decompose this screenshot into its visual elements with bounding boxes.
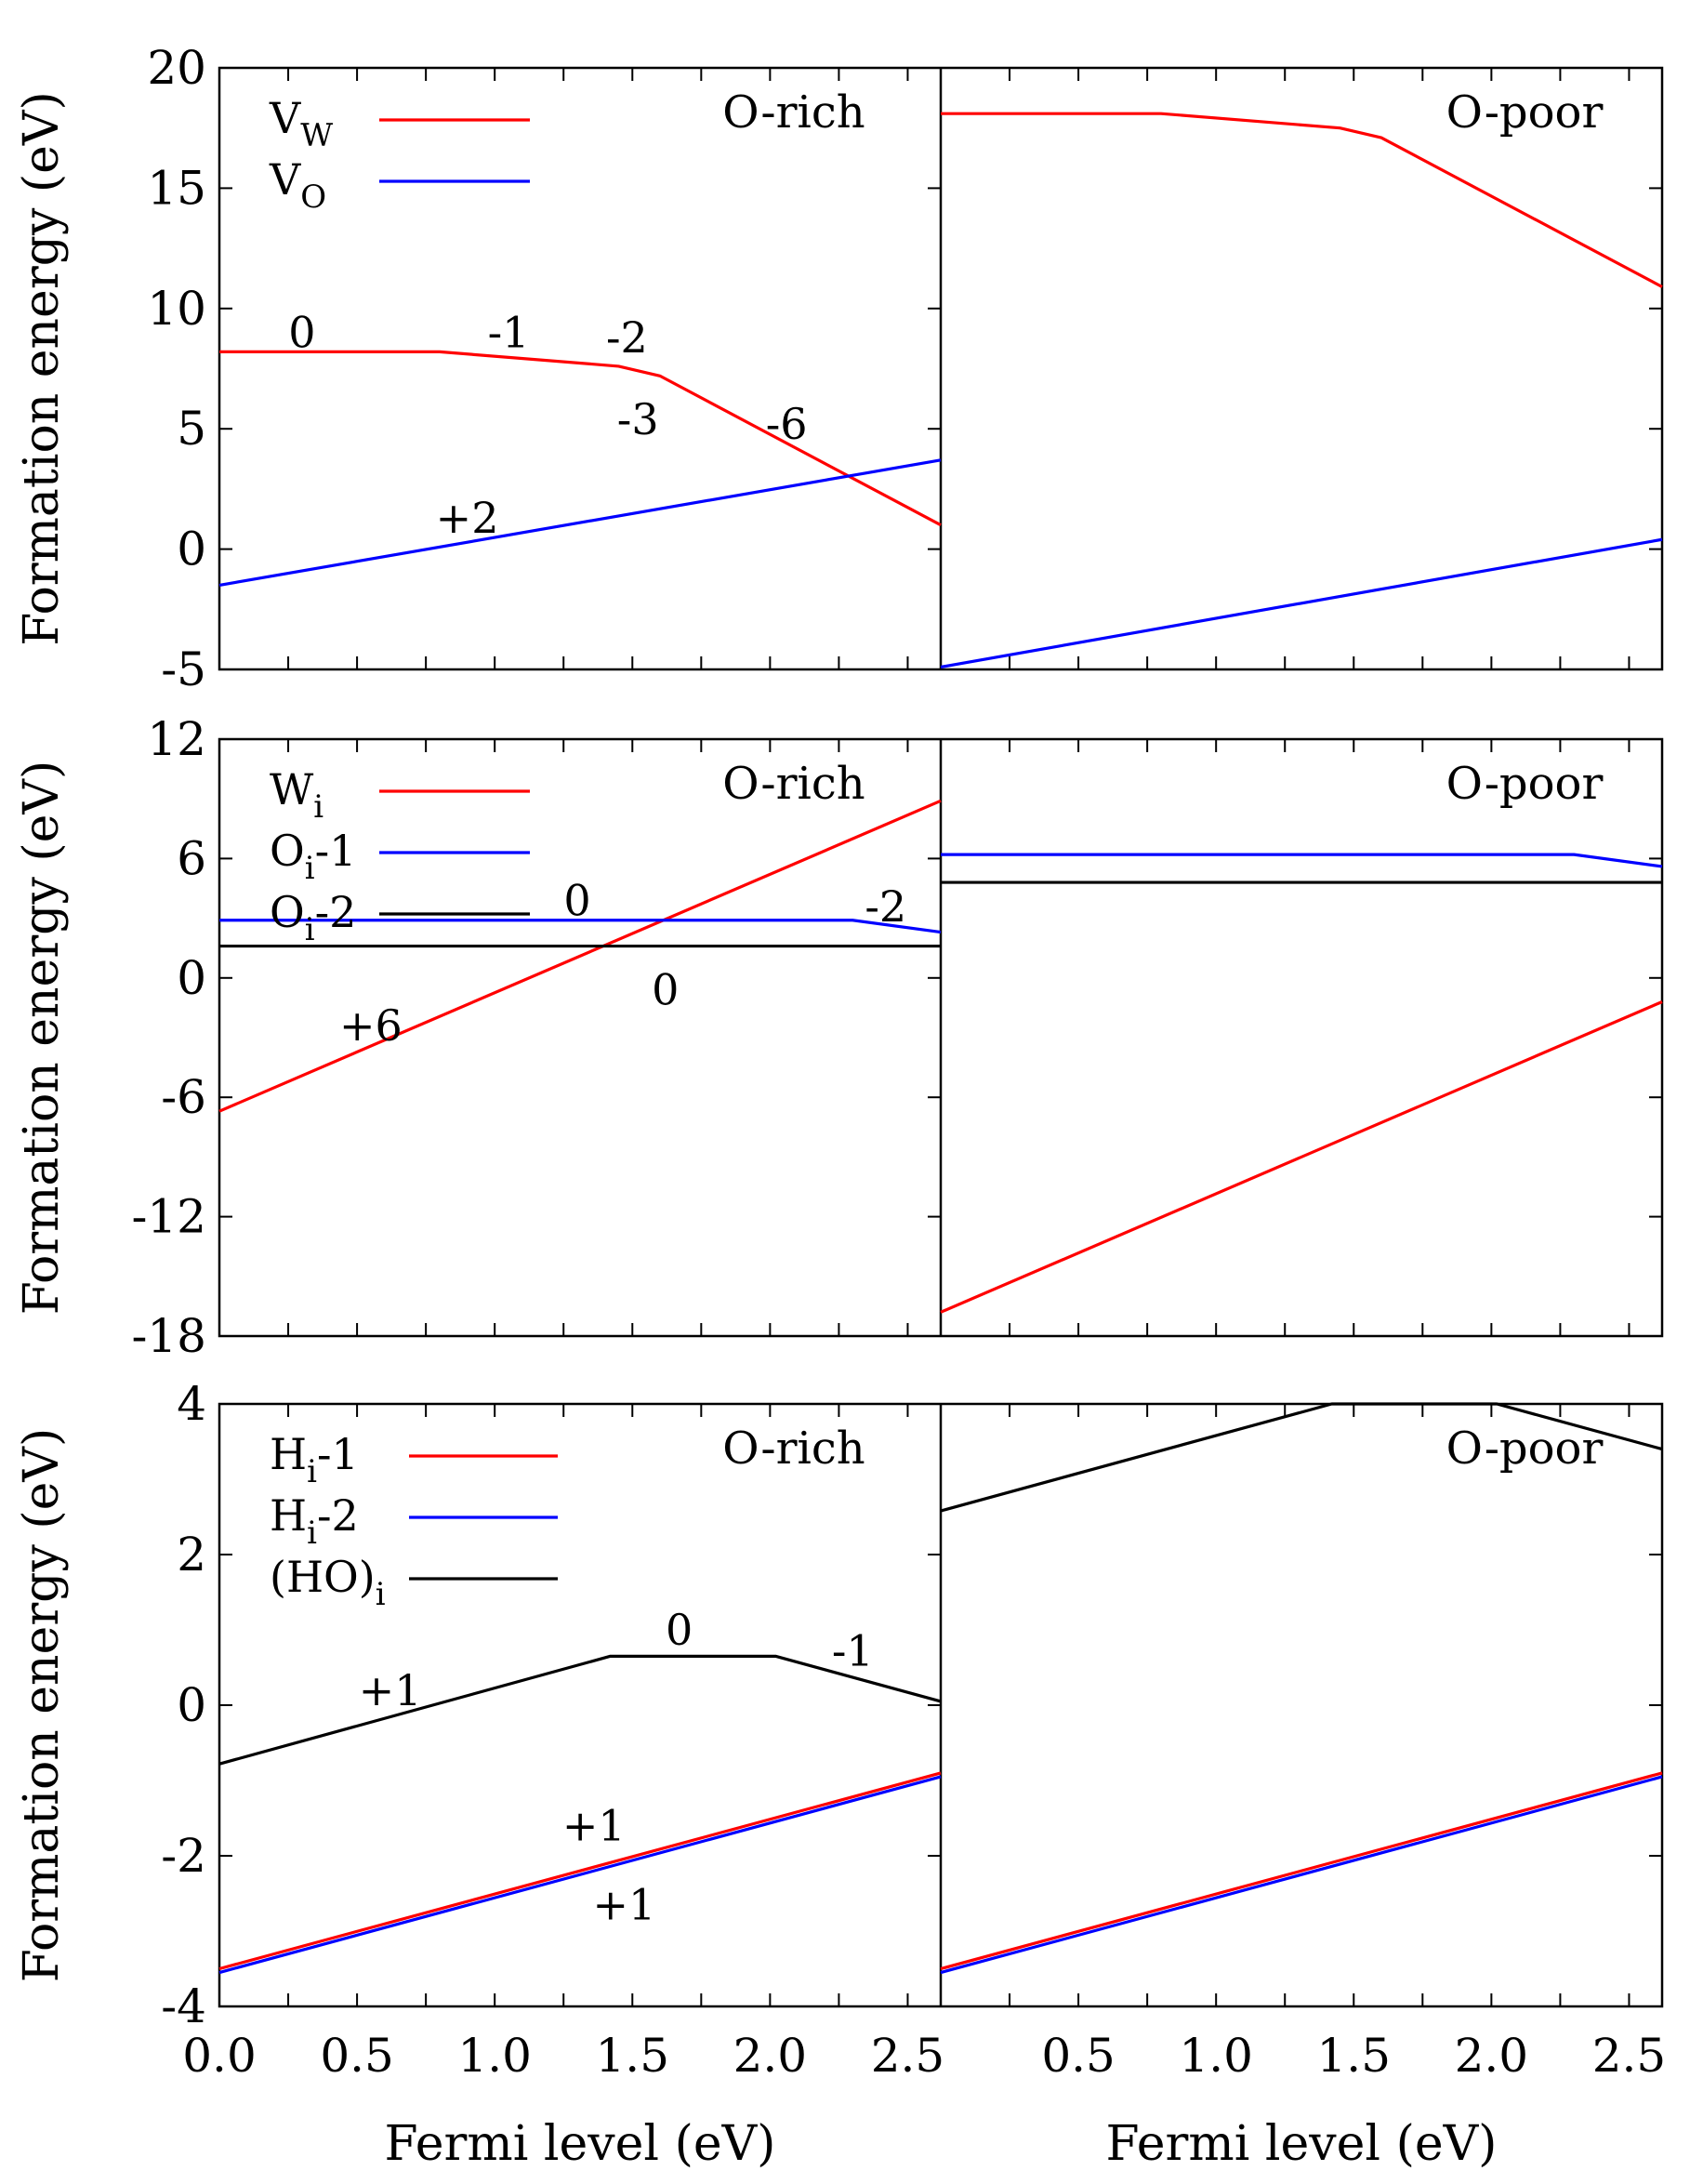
charge-state-label: -1 [488,308,530,358]
y-tick-label: 4 [177,1377,206,1431]
y-tick-label: 12 [147,712,206,766]
series-line--ho-i [218,1654,942,1766]
y-tick-label: 2 [177,1528,206,1582]
x-tick-label: 1.0 [1179,2029,1253,2083]
legend-label: Oi-1 [270,826,356,887]
panel-o-poor: O-poor 0.5 1.0 1.5 2.0 2.5 Fermi level (eV) [940,1402,1667,2172]
legend-label: Hi-1 [270,1429,359,1490]
series-line-v-o [940,537,1663,668]
y-tick-label: -18 [131,1309,206,1363]
panel-label: O-poor [1446,86,1604,139]
x-tick-label: 2.5 [1592,2029,1667,2083]
panel-o-poor: O-poor [940,739,1663,1336]
panel-label: O-rich [722,86,865,139]
series-line-v-w [941,112,1663,288]
series-line-v-o [218,458,942,587]
charge-state-label: -3 [617,394,659,444]
series-line--ho-i [940,1402,1663,1513]
charge-state-label: 0 [666,1605,693,1655]
y-axis-title: Formation energy (eV) [14,1428,70,1983]
y-tick-label: 20 [147,41,206,95]
series-line-h-i-1 [218,1771,942,1971]
y-tick-label: -6 [161,1070,206,1124]
x-tick-label: 2.5 [871,2029,945,2083]
panel-label: O-rich [722,1423,865,1475]
x-axis-title: Fermi level (eV) [1106,2116,1498,2172]
charge-state-label: 0 [288,308,315,358]
series-line-o-i-1 [941,853,1663,868]
y-tick-label: 15 [147,161,206,215]
charge-state-label: +6 [339,1000,403,1051]
x-tick-label: 1.5 [596,2029,670,2083]
x-tick-label: 0.5 [1041,2029,1116,2083]
y-tick-label: -2 [161,1829,206,1883]
legend-label: VW [269,93,333,154]
y-tick-label: 6 [177,831,206,885]
charge-state-label: +1 [562,1801,626,1851]
series-line-h-i-2 [218,1775,942,1975]
x-tick-label: 2.0 [1455,2029,1529,2083]
charge-state-label: -2 [865,881,906,932]
charge-state-label: +1 [359,1665,422,1715]
legend: Hi-1Hi-2(HO)i [270,1429,558,1613]
y-tick-label: 0 [177,951,206,1005]
series-line-o-i-1 [219,919,942,934]
y-tick-label: 0 [177,523,206,576]
y-tick-label: -5 [161,642,206,696]
series-line-w-i [218,799,942,1113]
y-tick-label: -12 [131,1190,206,1244]
panel-o-rich: O-rich 0 -1 -2 -3 -6 +2 [218,68,942,669]
y-tick-label: -4 [161,1979,206,2033]
chart-row-1: -5 0 5 10 15 20 Formation energy (eV) O-rich 0 -1… [14,41,1664,696]
chart-row-3: -4 -2 0 2 4 Formation energy (eV) O-rich +1 0 -1 +… [14,1377,1666,2172]
chart-row-2: -18 -12 -6 0 6 12 Formation energy (eV) O-rich 0… [14,712,1664,1363]
x-tick-label: 1.0 [457,2029,532,2083]
panel-label: O-poor [1446,1423,1604,1475]
charge-state-label: 0 [652,965,679,1015]
x-tick-label: 2.0 [733,2029,808,2083]
charge-state-label: +2 [436,493,499,543]
series-line-h-i-2 [940,1775,1663,1975]
y-tick-label: 0 [177,1678,206,1732]
y-axis-title: Formation energy (eV) [14,761,70,1316]
series-line-v-w [219,350,942,527]
legend-label: Hi-2 [270,1490,359,1552]
series-line-w-i [940,1000,1663,1314]
panel-o-rich: O-rich 0 -2 0 +6 [218,739,942,1336]
x-tick-label: 0.0 [182,2029,257,2083]
y-tick-label: 5 [177,402,206,456]
y-axis-title: Formation energy (eV) [14,91,70,646]
legend-label: VO [269,154,326,216]
charge-state-label: -2 [606,312,648,363]
charge-state-label: -6 [766,399,808,449]
x-axis-title: Fermi level (eV) [385,2116,776,2172]
panel-label: O-rich [722,758,865,810]
y-tick-label: 10 [147,282,206,336]
series-line-h-i-1 [940,1771,1663,1971]
legend-label: Oi-2 [270,887,356,948]
legend-label: Wi [270,764,323,826]
x-tick-label: 1.5 [1317,2029,1392,2083]
panel-o-poor: O-poor [940,68,1663,669]
legend-label: (HO)i [270,1552,386,1613]
panel-o-rich: O-rich +1 0 -1 +1 +1 0.0 0.5 1.0 1.5 2.0 2.5 Fermi l… [182,1404,944,2172]
charge-state-label: +1 [592,1880,655,1930]
panel-label: O-poor [1446,758,1604,810]
x-tick-label: 0.5 [320,2029,394,2083]
charge-state-label: -1 [832,1626,874,1676]
charge-state-label: 0 [563,875,590,925]
